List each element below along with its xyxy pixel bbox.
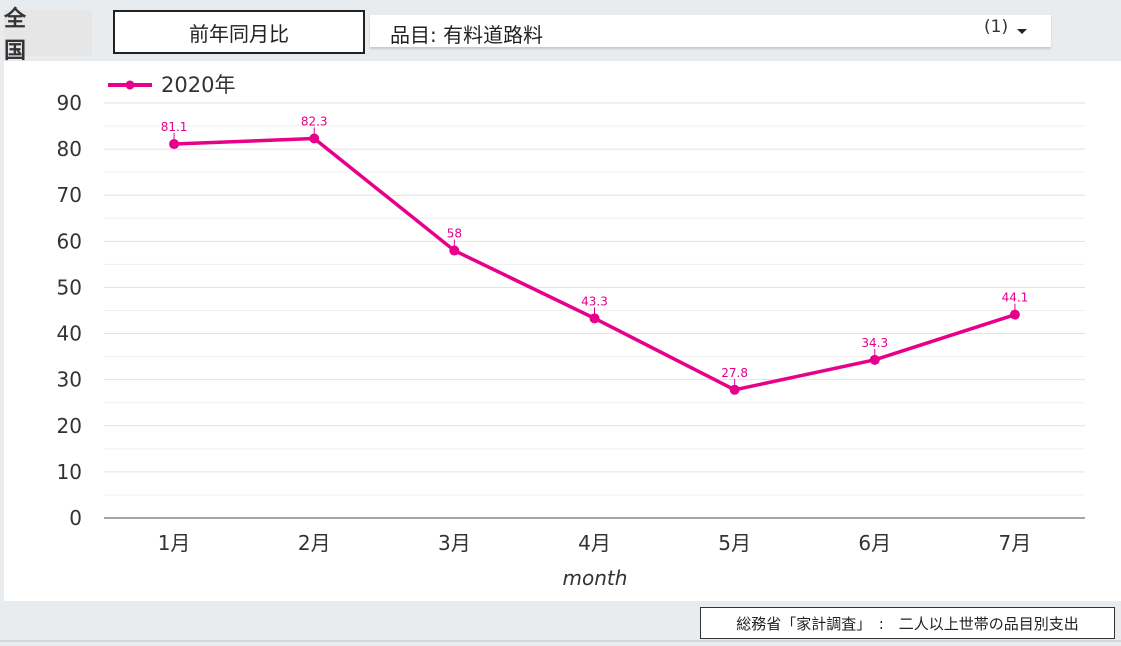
x-axis-title: month [563,566,628,590]
y-tick-label: 80 [57,137,82,161]
source-note: 総務省「家計調査」 : 二人以上世帯の品目別支出 [700,607,1115,639]
y-tick-label: 0 [69,506,82,530]
y-tick-label: 70 [57,183,82,207]
y-tick-label: 20 [57,414,82,438]
x-tick-label: 3月 [438,531,471,555]
caret-down-icon[interactable] [1017,29,1027,34]
x-tick-label: 1月 [158,531,191,555]
data-point[interactable] [449,245,460,256]
data-point[interactable] [729,384,740,395]
item-filter-dropdown[interactable]: 品目: 有料道路料 (1) [370,15,1051,48]
y-tick-label: 40 [57,322,82,346]
legend-marker [125,80,135,90]
y-tick-label: 60 [57,229,82,253]
data-label: 43.3 [581,294,608,308]
y-tick-label: 90 [57,91,82,115]
y-tick-label: 30 [57,368,82,392]
data-label: 58 [447,227,462,241]
chart-panel: 0 10 20 30 40 50 60 70 80 90 1月 2月 3月 4月 5月 6月 7月 2020年 … [4,61,1121,601]
item-selected-count: (1) [984,17,1009,37]
x-tick-label: 2月 [298,531,331,555]
data-label: 34.3 [861,336,888,350]
data-label: 81.1 [161,120,188,134]
x-tick-label: 6月 [858,531,891,555]
x-tick-label: 4月 [578,531,611,555]
x-tick-label: 7月 [999,531,1032,555]
data-point[interactable] [1009,309,1020,320]
x-tick-label: 5月 [718,531,751,555]
year-over-year-button[interactable]: 前年同月比 [113,10,365,54]
data-point[interactable] [589,313,600,324]
bottom-divider [0,640,1121,642]
y-tick-label: 10 [57,460,82,484]
data-point[interactable] [309,133,320,144]
y-tick-label: 50 [57,275,82,299]
item-filter-label: 品目: 有料道路料 [390,23,544,47]
region-label: 全 国 [4,7,92,64]
legend-label: 2020年 [161,73,235,97]
data-point[interactable] [869,354,880,365]
data-label: 82.3 [301,115,328,129]
data-point[interactable] [169,139,180,150]
data-label: 27.8 [721,366,748,380]
data-label: 44.1 [1002,291,1029,305]
